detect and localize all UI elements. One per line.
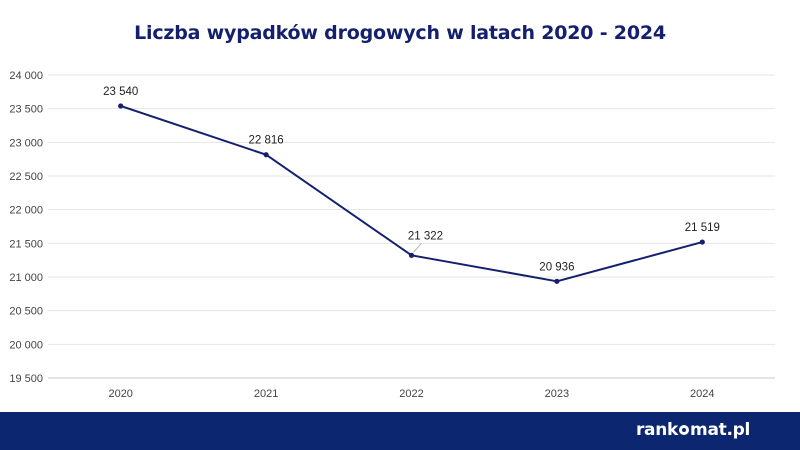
- brand-logo[interactable]: rank mat.pl: [636, 420, 750, 440]
- x-tick-label: 2022: [399, 388, 423, 400]
- data-label: 21 322: [408, 230, 443, 242]
- y-tick-label: 20 000: [9, 339, 43, 351]
- data-label: 23 540: [103, 86, 138, 98]
- brand-dot-icon: [679, 425, 690, 435]
- footer-bar: rank mat.pl: [0, 412, 800, 450]
- line-chart: 19 500 20 000 20 500 21 000 21 500 22 000 22 5…: [9, 70, 775, 400]
- y-tick-label: 21 500: [9, 238, 43, 250]
- y-tick-label: 24 000: [9, 70, 43, 82]
- y-tick-label: 22 000: [9, 205, 43, 217]
- x-tick-label: 2021: [254, 388, 278, 400]
- y-axis-labels: 19 500 20 000 20 500 21 000 21 500 22 000 22 5…: [9, 70, 43, 385]
- data-point: [263, 152, 269, 158]
- data-label: 21 519: [685, 222, 720, 234]
- x-axis-labels: 2020 2021 2022 2023 2024: [108, 388, 714, 400]
- y-tick-label: 22 500: [9, 171, 43, 183]
- data-point: [118, 103, 124, 109]
- chart-title: Liczba wypadków drogowych w latach 2020 …: [134, 22, 666, 44]
- gridlines: [48, 74, 775, 379]
- data-label: 20 936: [539, 261, 574, 273]
- y-tick-label: 20 500: [9, 306, 43, 318]
- data-point: [554, 278, 560, 284]
- data-point: [408, 252, 415, 258]
- y-tick-label: 19 500: [9, 373, 43, 385]
- y-tick-label: 21 000: [9, 272, 43, 284]
- y-tick-label: 23 000: [9, 137, 43, 149]
- brand-text-prefix: rank: [635, 420, 679, 440]
- data-labels: 23 540 22 816 21 322 20 936 21 519: [103, 86, 720, 273]
- x-tick-label: 2024: [690, 388, 714, 400]
- y-tick-label: 23 500: [9, 104, 43, 116]
- x-tick-label: 2023: [545, 388, 569, 400]
- x-tick-label: 2020: [108, 388, 132, 400]
- data-label: 22 816: [249, 135, 284, 147]
- data-point: [699, 239, 705, 245]
- brand-text-suffix: mat.pl: [690, 420, 750, 440]
- data-points: [118, 103, 705, 284]
- data-label-leader: [413, 242, 422, 253]
